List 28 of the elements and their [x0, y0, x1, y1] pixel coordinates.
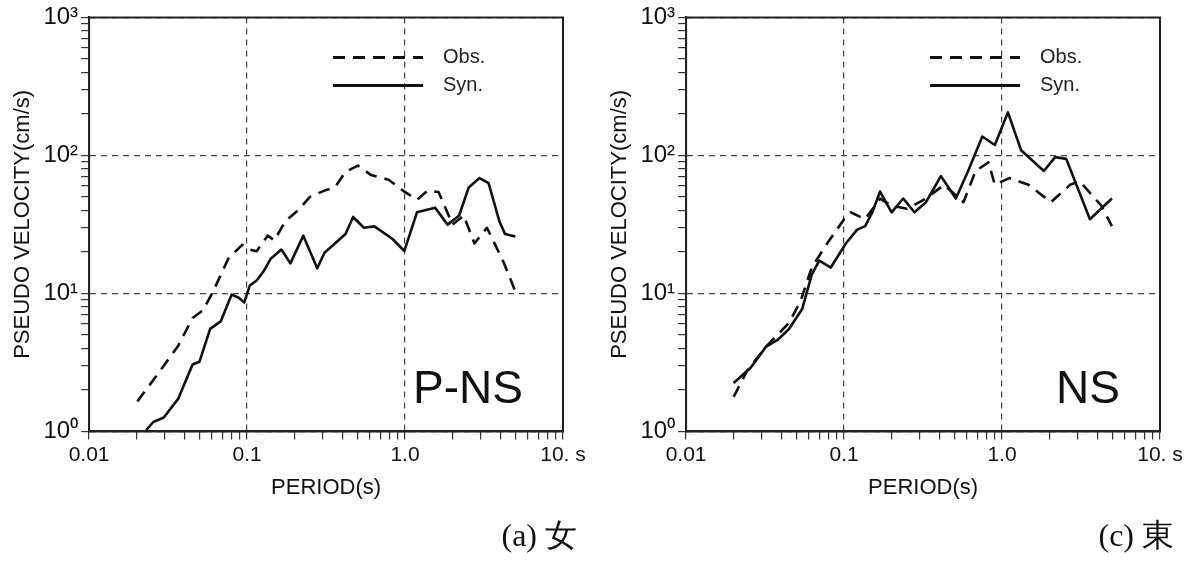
y-tick-label: 10⁰ — [43, 416, 79, 444]
legend-label: Syn. — [443, 72, 484, 95]
y-tick-label: 10² — [43, 140, 79, 168]
x-tick-label: 0.1 — [232, 441, 262, 465]
y-tick-label: 10⁰ — [640, 416, 676, 444]
legend-label: Obs. — [443, 44, 486, 67]
annotation: NS — [1056, 361, 1120, 414]
text: (c) 東 — [1097, 516, 1175, 555]
y-tick-label: 10³ — [43, 2, 79, 30]
x-tick-label: 0.1 — [829, 441, 859, 465]
x-tick-label: 10. s — [1137, 441, 1183, 465]
x-tick-label: 0.01 — [665, 441, 707, 465]
y-tick-label: 10² — [640, 140, 676, 168]
legend-label: Obs. — [1040, 44, 1083, 67]
x-tick-label: 10. s — [540, 441, 586, 465]
x-tick-label: 0.01 — [68, 441, 110, 465]
legend-label: Syn. — [1040, 72, 1081, 95]
y-axis-title: PSEUDO VELOCITY(cm/s) — [9, 89, 35, 359]
y-tick-label: 10³ — [640, 2, 676, 30]
y-tick-label: 10¹ — [43, 278, 79, 306]
y-tick-label: 10¹ — [640, 278, 676, 306]
x-tick-label: 1.0 — [390, 441, 420, 465]
y-axis-title: PSEUDO VELOCITY(cm/s) — [606, 89, 632, 359]
text: (a) 女 — [500, 516, 578, 555]
annotation: P-NS — [413, 361, 523, 414]
x-axis-title: PERIOD(s) — [271, 473, 382, 499]
x-axis-title: PERIOD(s) — [868, 473, 979, 499]
x-tick-label: 1.0 — [987, 441, 1017, 465]
